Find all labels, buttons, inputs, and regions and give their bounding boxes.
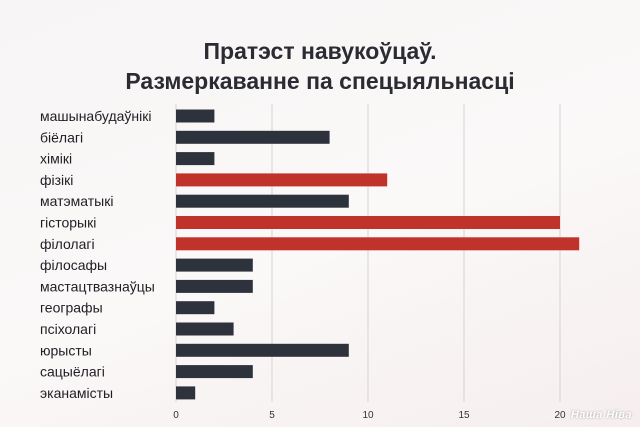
bar-5 xyxy=(176,216,560,229)
category-label: гісторыкі xyxy=(40,215,96,231)
x-tick-label: 15 xyxy=(458,410,470,421)
chart-title-line-1: Пратэст навукоўцаў. xyxy=(203,38,437,64)
bar-13 xyxy=(176,386,196,400)
bar-2 xyxy=(176,152,215,166)
bar-11 xyxy=(176,343,349,357)
bar-9 xyxy=(176,301,215,315)
bar-8 xyxy=(176,279,253,293)
category-label: сацыёлагі xyxy=(40,364,105,380)
category-label: псіхолагі xyxy=(40,321,96,337)
category-labels: машынабудаўнікі біёлагі хімікі фізікі матэма… xyxy=(40,108,155,401)
bar-6 xyxy=(176,237,580,251)
bar-1 xyxy=(176,130,330,144)
category-label: матэматыкі xyxy=(40,193,113,209)
category-label: географы xyxy=(40,300,103,316)
bars xyxy=(176,109,580,400)
category-label: хімікі xyxy=(40,151,72,167)
bar-0 xyxy=(176,109,215,123)
x-tick-label: 20 xyxy=(554,410,566,421)
bar-12 xyxy=(176,365,253,379)
category-label: філосафы xyxy=(40,257,107,273)
category-label: біёлагі xyxy=(40,129,83,145)
x-tick-label: 0 xyxy=(173,410,179,421)
x-tick-labels: 0 5 10 15 20 xyxy=(173,410,566,421)
bar-10 xyxy=(176,322,234,336)
category-label: фізікі xyxy=(40,172,73,188)
category-label: філолагі xyxy=(40,236,95,252)
chart-title: Пратэст навукоўцаў. Размеркаванне па спе… xyxy=(0,36,640,96)
bar-7 xyxy=(176,258,253,272)
bar-4 xyxy=(176,194,349,208)
category-label: машынабудаўнікі xyxy=(40,108,152,124)
category-label: эканамісты xyxy=(40,385,113,401)
watermark-logo: Наша Ніва xyxy=(570,409,632,421)
x-tick-label: 5 xyxy=(269,410,275,421)
x-tick-label: 10 xyxy=(362,410,374,421)
category-label: юрысты xyxy=(40,342,92,358)
bar-3 xyxy=(176,173,388,187)
chart-title-line-2: Размеркаванне па спецыяльнасці xyxy=(125,68,515,94)
grid-lines xyxy=(175,104,561,402)
category-label: мастацтвазнаўцы xyxy=(40,278,155,294)
